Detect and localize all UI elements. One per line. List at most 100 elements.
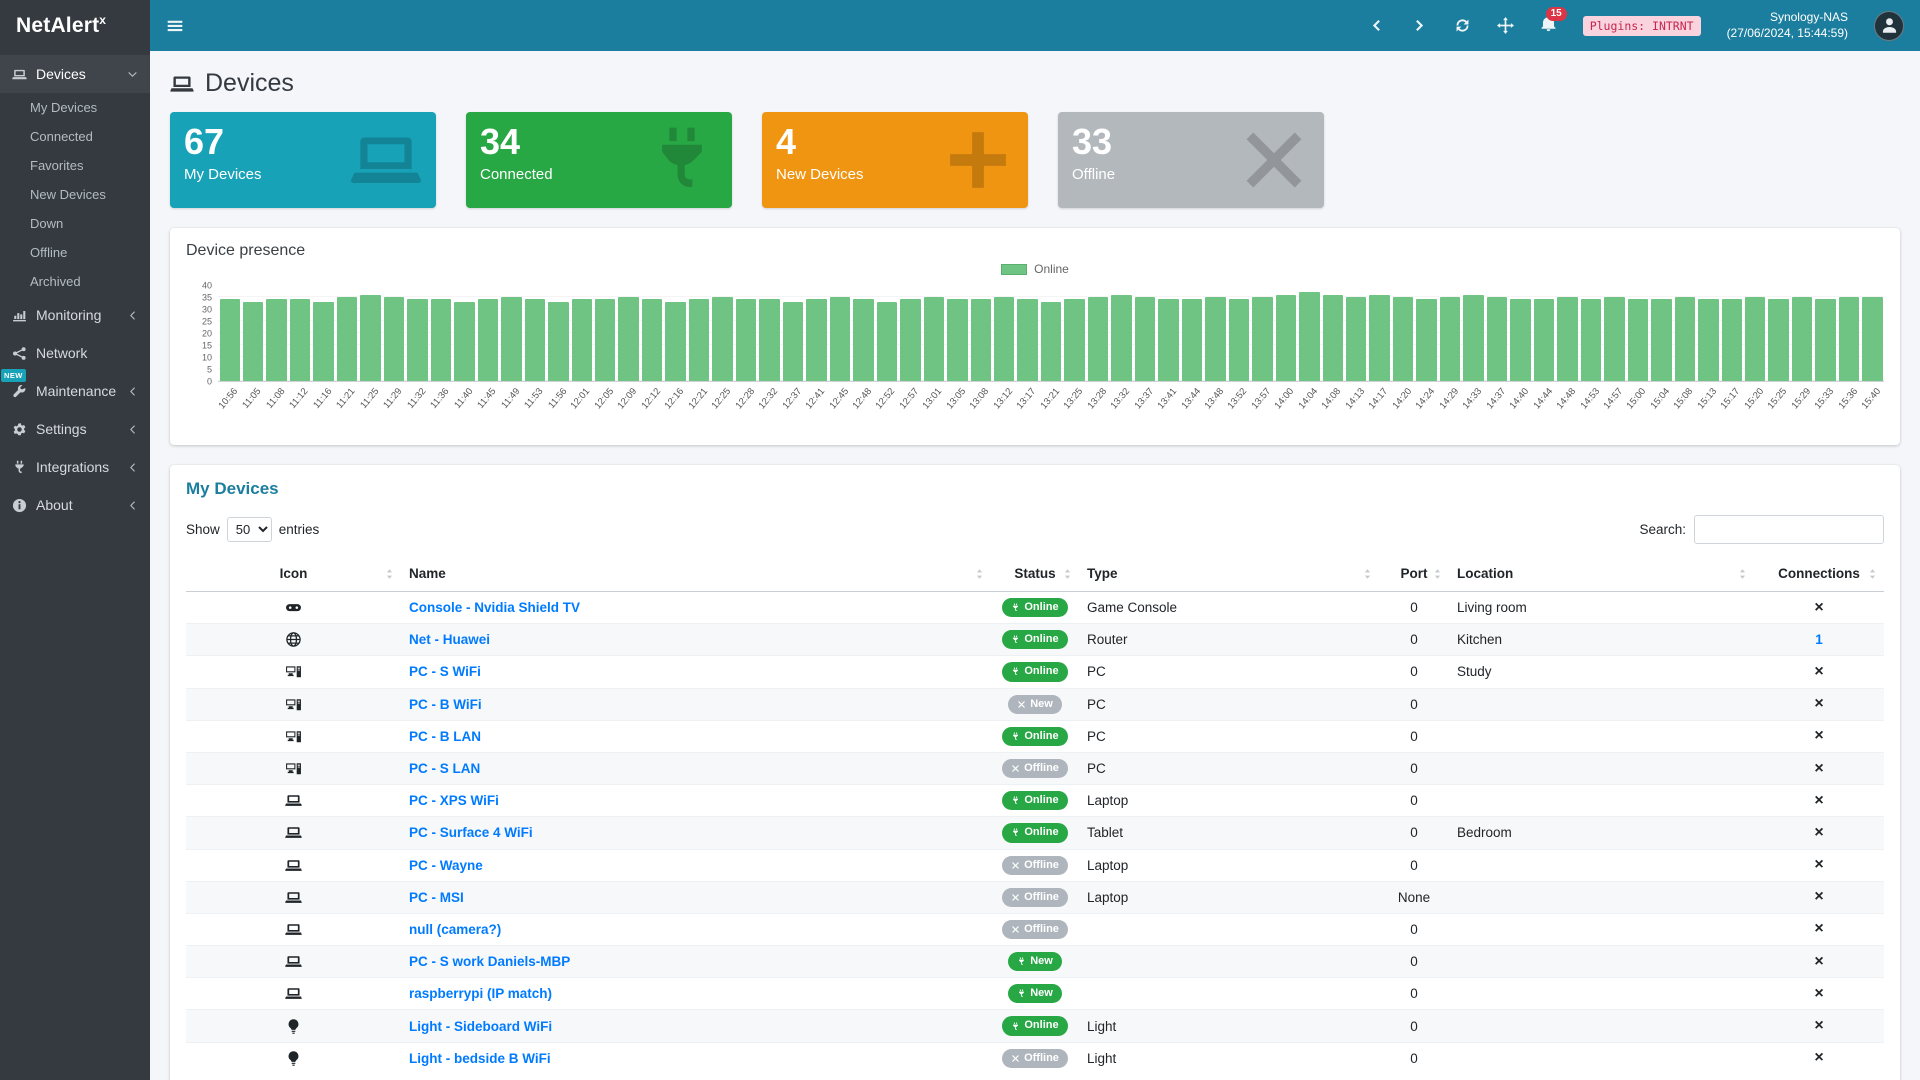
chart-bar <box>1651 299 1671 381</box>
column-header-connections[interactable]: Connections <box>1754 556 1884 592</box>
infobox-my-devices[interactable]: 67My Devices <box>170 112 436 208</box>
column-header-type[interactable]: Type <box>1079 556 1379 592</box>
device-name-link[interactable]: PC - Wayne <box>409 858 483 873</box>
device-type: Laptop <box>1079 785 1379 817</box>
column-header-icon[interactable]: Icon <box>186 556 401 592</box>
x-tick: 11:29 <box>382 385 405 431</box>
device-name-link[interactable]: PC - Surface 4 WiFi <box>409 825 533 840</box>
device-port: 0 <box>1379 785 1449 817</box>
x-tick-label: 14:13 <box>1343 386 1367 411</box>
x-tick-label: 11:45 <box>475 386 498 411</box>
x-tick-label: 11:49 <box>499 386 522 411</box>
refresh-icon[interactable] <box>1454 17 1471 34</box>
device-connections: 1 <box>1754 624 1884 656</box>
device-location <box>1449 913 1754 945</box>
device-name-link[interactable]: PC - B LAN <box>409 729 481 744</box>
hamburger-menu-icon[interactable] <box>166 17 184 35</box>
sidebar-subitem-new-devices[interactable]: New Devices <box>0 180 150 209</box>
my-devices-card: My Devices Show 50 entries Search: IconN… <box>170 465 1900 1080</box>
brand-logo[interactable]: NetAlertx <box>0 0 150 51</box>
x-tick: 13:41 <box>1157 385 1180 431</box>
forward-arrow-icon[interactable] <box>1411 17 1428 34</box>
device-name-link[interactable]: raspberrypi (IP match) <box>409 986 552 1001</box>
chevron-left-icon <box>127 500 138 511</box>
chart-bar <box>1252 297 1272 381</box>
x-tick: 12:45 <box>828 385 851 431</box>
connection-x-icon: × <box>1814 953 1823 970</box>
y-tick-label: 30 <box>202 306 212 315</box>
x-tick: 15:17 <box>1720 385 1743 431</box>
y-tick-label: 0 <box>207 378 212 387</box>
device-name-link[interactable]: PC - MSI <box>409 890 464 905</box>
chart-bar <box>266 299 286 381</box>
x-tick-label: 13:08 <box>968 386 992 411</box>
infobox-connected[interactable]: 34Connected <box>466 112 732 208</box>
sidebar-item-about[interactable]: About <box>0 486 150 524</box>
search-label: Search: <box>1639 522 1686 537</box>
device-name-link[interactable]: Light - bedside B WiFi <box>409 1051 551 1066</box>
times-icon <box>1011 925 1020 934</box>
status-badge: Offline <box>1002 920 1068 939</box>
infobox-new-devices[interactable]: 4New Devices <box>762 112 1028 208</box>
column-header-name[interactable]: Name <box>401 556 991 592</box>
sidebar-item-devices[interactable]: Devices <box>0 55 150 93</box>
host-timestamp: (27/06/2024, 15:44:59) <box>1727 26 1848 42</box>
x-tick: 12:41 <box>805 385 828 431</box>
x-tick-label: 13:57 <box>1249 386 1273 411</box>
chart-bar <box>1815 299 1835 381</box>
device-name-link[interactable]: PC - S work Daniels-MBP <box>409 954 570 969</box>
device-name-link[interactable]: PC - S LAN <box>409 761 480 776</box>
column-header-status[interactable]: Status <box>991 556 1079 592</box>
sidebar-subitem-my-devices[interactable]: My Devices <box>0 93 150 122</box>
user-avatar[interactable] <box>1874 11 1904 41</box>
table-row: Light - Sideboard WiFiOnlineLight0× <box>186 1010 1884 1042</box>
sidebar-subitem-connected[interactable]: Connected <box>0 122 150 151</box>
status-badge: Offline <box>1002 759 1068 778</box>
network-icon <box>12 346 27 361</box>
sidebar-item-maintenance[interactable]: MaintenanceNEW <box>0 372 150 410</box>
plug-icon <box>1017 957 1026 966</box>
globe-icon <box>285 631 302 648</box>
back-arrow-icon[interactable] <box>1368 17 1385 34</box>
x-tick: 14:57 <box>1603 385 1626 431</box>
sidebar-item-network[interactable]: Network <box>0 334 150 372</box>
move-arrows-icon[interactable] <box>1497 17 1514 34</box>
x-tick: 13:28 <box>1086 385 1109 431</box>
device-name-link[interactable]: Net - Huawei <box>409 632 490 647</box>
sidebar-subitem-archived[interactable]: Archived <box>0 267 150 296</box>
connections-count-link[interactable]: 1 <box>1815 632 1823 647</box>
chevron-down-icon <box>127 69 138 80</box>
search-input[interactable] <box>1694 515 1884 544</box>
device-name-link[interactable]: Light - Sideboard WiFi <box>409 1019 552 1034</box>
times-icon <box>1011 1054 1020 1063</box>
plugins-status-badge[interactable]: Plugins: INTRNT <box>1583 16 1701 36</box>
y-tick-label: 40 <box>202 282 212 291</box>
infobox-offline[interactable]: 33Offline <box>1058 112 1324 208</box>
device-name-link[interactable]: Console - Nvidia Shield TV <box>409 600 580 615</box>
table-row: null (camera?)Offline0× <box>186 913 1884 945</box>
column-header-location[interactable]: Location <box>1449 556 1754 592</box>
sidebar-item-integrations[interactable]: Integrations <box>0 448 150 486</box>
device-type: Laptop <box>1079 881 1379 913</box>
device-name-link[interactable]: PC - XPS WiFi <box>409 793 499 808</box>
device-location <box>1449 881 1754 913</box>
device-port: 0 <box>1379 752 1449 784</box>
notifications-bell[interactable]: 15 <box>1540 15 1557 37</box>
device-name-link[interactable]: PC - S WiFi <box>409 664 481 679</box>
chart-bar <box>1557 297 1577 381</box>
page-size-select[interactable]: 50 <box>227 517 272 542</box>
status-badge: Online <box>1002 598 1067 617</box>
sidebar-subitem-offline[interactable]: Offline <box>0 238 150 267</box>
laptop-icon <box>350 124 422 196</box>
sidebar-item-monitoring[interactable]: Monitoring <box>0 296 150 334</box>
device-name-link[interactable]: PC - B WiFi <box>409 697 482 712</box>
x-tick-label: 15:00 <box>1625 386 1649 411</box>
device-name-link[interactable]: null (camera?) <box>409 922 501 937</box>
x-tick: 14:24 <box>1415 385 1438 431</box>
sidebar-subitem-down[interactable]: Down <box>0 209 150 238</box>
sidebar-subitem-favorites[interactable]: Favorites <box>0 151 150 180</box>
sidebar-item-settings[interactable]: Settings <box>0 410 150 448</box>
x-tick-label: 12:12 <box>639 386 663 411</box>
plus-icon <box>942 124 1014 196</box>
column-header-port[interactable]: Port <box>1379 556 1449 592</box>
